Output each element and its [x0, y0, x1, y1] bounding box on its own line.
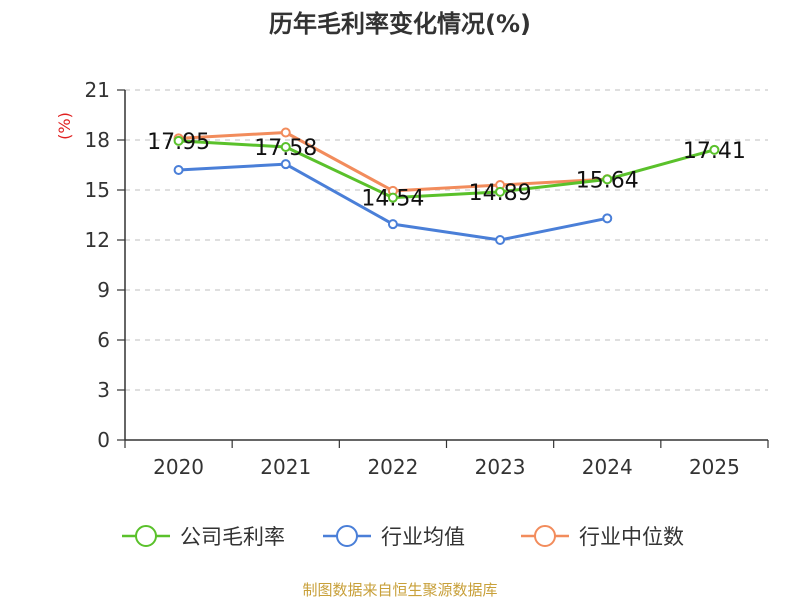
legend-marker [336, 525, 358, 547]
y-axis-unit: (%) [55, 112, 74, 140]
data-point [495, 186, 506, 197]
data-point [495, 235, 506, 245]
data-label: 14.89 [469, 181, 532, 206]
data-label: 17.41 [683, 139, 746, 164]
data-label: 17.58 [254, 136, 317, 161]
data-point [387, 192, 398, 203]
data-point [602, 213, 613, 224]
x-tick-label: 2023 [475, 455, 526, 479]
chart-title: 历年毛利率变化情况(%) [269, 10, 531, 38]
legend-marker [534, 525, 556, 547]
series-line-2 [178, 131, 608, 193]
data-labels: 17.95 17.58 14.54 14.89 15.64 17.41 [147, 130, 746, 212]
legend-marker [135, 525, 157, 547]
y-tick-label: 0 [97, 428, 110, 452]
y-tick-label: 12 [85, 228, 110, 252]
grid-lines [125, 89, 768, 391]
x-tick-label: 2020 [153, 455, 204, 479]
data-label: 17.95 [147, 130, 210, 155]
legend-label: 行业均值 [381, 525, 465, 549]
y-tick-label: 3 [97, 378, 110, 402]
y-tick-label: 18 [85, 128, 110, 152]
legend: 公司毛利率 行业均值 行业中位数 [122, 525, 684, 549]
data-label: 15.64 [576, 168, 639, 193]
x-tick-label: 2025 [689, 455, 740, 479]
series-lines [173, 127, 720, 245]
y-tick-label: 15 [85, 178, 110, 202]
series-line-0 [178, 139, 715, 200]
y-tick-label: 6 [97, 328, 110, 352]
axes: 0 3 6 9 12 15 18 21 2020 2021 2022 2023 2024 2025 [85, 78, 769, 479]
x-tick-label: 2024 [582, 455, 633, 479]
data-point [173, 135, 184, 146]
legend-label: 公司毛利率 [180, 525, 285, 549]
data-point [280, 159, 291, 170]
legend-label: 行业中位数 [579, 525, 684, 549]
data-point [387, 219, 398, 230]
y-tick-label: 21 [85, 78, 110, 102]
x-tick-label: 2022 [367, 455, 418, 479]
data-point [602, 174, 613, 185]
data-point [280, 142, 291, 152]
data-label: 14.54 [361, 187, 424, 212]
data-point [709, 144, 720, 155]
x-tick-label: 2021 [260, 455, 311, 479]
data-point [280, 127, 291, 138]
y-tick-label: 9 [97, 278, 110, 302]
data-point [173, 165, 184, 175]
source-note: 制图数据来自恒生聚源数据库 [302, 581, 497, 599]
